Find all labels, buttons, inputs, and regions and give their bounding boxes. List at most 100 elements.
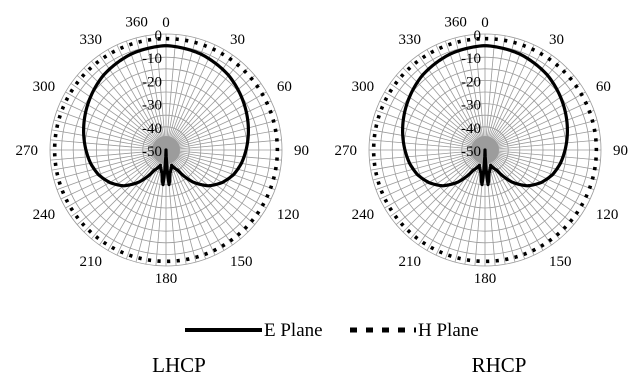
grid-spoke xyxy=(389,83,486,151)
grid-spoke xyxy=(135,37,167,151)
grid-spoke xyxy=(375,149,486,191)
grid-spoke xyxy=(370,149,486,171)
grid-spoke xyxy=(145,35,167,151)
grid-spoke xyxy=(165,149,276,191)
grid-spoke xyxy=(426,149,486,251)
radial-tick-label: -20 xyxy=(142,74,162,90)
angle-tick-label: 30 xyxy=(549,32,564,48)
radial-tick-label: -20 xyxy=(461,74,481,90)
grid-spoke xyxy=(51,129,167,151)
grid-spoke xyxy=(50,139,167,151)
grid-spoke xyxy=(484,149,595,191)
grid-spoke xyxy=(70,83,167,151)
grid-spoke xyxy=(395,75,486,151)
grid-spoke xyxy=(65,149,167,209)
grid-spoke xyxy=(116,44,167,151)
grid-spoke xyxy=(165,83,262,151)
grid-spoke xyxy=(484,109,595,151)
angle-tick-label: 270 xyxy=(16,143,39,159)
grid-spoke xyxy=(165,149,272,200)
angle-tick-label: 120 xyxy=(277,207,300,223)
grid-spoke xyxy=(484,75,575,151)
radial-tick-label: -40 xyxy=(461,121,481,137)
angle-tick-label: 150 xyxy=(549,254,572,270)
series-e-plane-line xyxy=(82,44,250,188)
grid-spoke xyxy=(50,149,167,161)
grid-spoke xyxy=(395,149,486,225)
grid-spoke xyxy=(464,149,486,265)
grid-spoke xyxy=(484,119,598,151)
grid-spoke xyxy=(165,37,197,151)
grid-spoke xyxy=(165,75,256,151)
grid-spoke xyxy=(372,149,486,181)
angle-tick-label: 120 xyxy=(596,207,619,223)
lhcp-polar-chart: 0 -10 -20 -30 -40 -50 0 30 60 90 120 150 180 210 240 27… xyxy=(16,14,310,287)
grid-spoke xyxy=(474,34,486,151)
angle-tick-label: 210 xyxy=(80,254,103,270)
grid-spoke xyxy=(70,149,167,217)
radial-tick-label: -50 xyxy=(461,144,481,160)
grid-spoke xyxy=(426,49,486,151)
grid-spoke xyxy=(484,35,506,151)
grid-spoke xyxy=(369,149,486,161)
grid-spoke xyxy=(165,44,216,151)
grid-spoke xyxy=(165,40,207,151)
grid-spoke xyxy=(165,149,282,161)
grid-spoke xyxy=(484,149,581,217)
grid-spoke xyxy=(65,91,167,151)
angle-tick-label: 360 xyxy=(444,14,467,30)
grid-spoke xyxy=(484,149,601,161)
radial-tick-label: 0 xyxy=(155,28,163,44)
grid-spoke xyxy=(435,44,486,151)
grid-spoke xyxy=(165,35,187,151)
grid-spoke xyxy=(484,149,506,265)
angle-tick-label: 240 xyxy=(33,207,56,223)
grid-spoke xyxy=(76,149,167,225)
grid-spoke xyxy=(484,83,581,151)
grid-spoke xyxy=(165,139,282,151)
grid-spoke xyxy=(484,44,535,151)
radial-tick-label: 0 xyxy=(474,28,482,44)
angle-tick-label: 240 xyxy=(352,207,375,223)
grid-spoke xyxy=(60,149,167,200)
grid-spoke xyxy=(99,149,167,246)
grid-spoke xyxy=(464,35,486,151)
grid-spoke xyxy=(484,149,598,181)
grid-spoke xyxy=(107,49,167,151)
grid-spoke xyxy=(83,149,167,233)
grid-spoke xyxy=(484,149,552,246)
grid-spoke xyxy=(165,149,262,217)
grid-spoke xyxy=(165,119,279,151)
angle-tick-label: 180 xyxy=(474,271,497,287)
grid-spoke xyxy=(165,129,281,151)
grid-spoke xyxy=(165,149,225,251)
grid-spoke xyxy=(369,139,486,151)
grid-spoke xyxy=(51,149,167,171)
grid-spoke xyxy=(165,149,241,240)
legend: E Plane H Plane xyxy=(185,320,479,341)
grid-spoke xyxy=(484,34,496,151)
grid-spoke xyxy=(76,75,167,151)
grid-spoke xyxy=(125,40,167,151)
grid-spoke xyxy=(484,149,560,240)
grid-spoke xyxy=(56,109,167,151)
grid-spoke xyxy=(402,149,486,233)
grid-spoke xyxy=(165,149,281,171)
angle-tick-label: 90 xyxy=(613,143,628,159)
grid-spoke xyxy=(165,149,233,246)
rhcp-polar-chart: 0 -10 -20 -30 -40 -50 0 30 60 90 120 150 180 210 240 27… xyxy=(335,14,629,287)
grid-spoke xyxy=(53,149,167,181)
grid-spoke xyxy=(454,37,486,151)
grid-spoke xyxy=(484,100,591,151)
grid-spoke xyxy=(379,149,486,200)
grid-spoke xyxy=(91,149,167,240)
radial-tick-label: -30 xyxy=(142,98,162,114)
angle-tick-label: 330 xyxy=(80,32,103,48)
grid-spoke xyxy=(484,149,600,171)
grid-spoke xyxy=(484,40,526,151)
grid-spoke xyxy=(165,54,233,151)
grid-spoke xyxy=(165,100,272,151)
radial-tick-label: -10 xyxy=(142,51,162,67)
grid-spoke xyxy=(372,119,486,151)
series-h-plane-line xyxy=(52,36,280,264)
